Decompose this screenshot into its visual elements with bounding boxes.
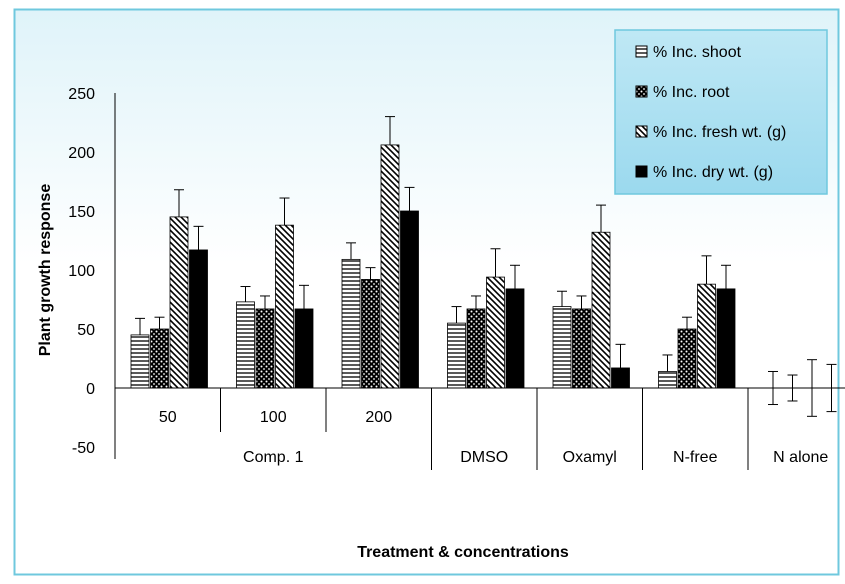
legend-swatch (635, 45, 648, 58)
y-tick-label: 50 (77, 322, 95, 339)
legend-swatch (635, 165, 648, 178)
y-tick-label: -50 (72, 440, 95, 457)
legend-swatch (635, 125, 648, 138)
bar-group (130, 144, 736, 389)
bar (716, 288, 736, 389)
bar (169, 216, 189, 389)
bar (611, 367, 630, 389)
bar (658, 371, 677, 389)
y-axis-label: Plant growth response (37, 184, 54, 357)
bar (466, 308, 486, 389)
y-tick-group: 250 200 150 100 50 0 -50 (68, 86, 116, 459)
bar (505, 288, 525, 389)
bar (361, 279, 380, 389)
bar (380, 144, 400, 389)
bar (400, 210, 419, 389)
y-tick-label: 100 (68, 263, 95, 280)
x-axis-label: Treatment & concentrations (357, 544, 569, 561)
bar (677, 328, 697, 389)
bar (150, 328, 169, 389)
bar (591, 231, 611, 389)
x-tick-label: 50 (159, 409, 177, 426)
x-group-label: DMSO (460, 449, 508, 466)
chart-border (13, 8, 840, 576)
bar (130, 334, 150, 389)
bar (552, 306, 572, 389)
legend-label: % Inc. root (653, 84, 730, 101)
legend-swatch (635, 85, 648, 98)
bar (341, 258, 361, 389)
y-tick-label: 250 (68, 86, 95, 103)
bar (447, 322, 466, 389)
x-group-label: Oxamyl (563, 449, 617, 466)
bar (236, 301, 255, 389)
legend-label: % Inc. dry wt. (g) (653, 164, 773, 181)
x-axis-group: 50 100 200 Comp. 1 DMSO Oxamyl N-free N alone (115, 387, 845, 470)
x-tick-label: 100 (260, 409, 287, 426)
bar (255, 308, 275, 389)
bar (275, 224, 294, 389)
bar (572, 308, 591, 389)
legend: % Inc. shoot % Inc. root % Inc. fresh wt. … (614, 29, 828, 195)
bar (189, 249, 208, 389)
legend-box (614, 29, 828, 195)
x-group-label: Comp. 1 (243, 449, 304, 466)
bar (697, 283, 716, 389)
x-group-label: N-free (673, 449, 718, 466)
legend-label: % Inc. shoot (653, 44, 742, 61)
bar (294, 308, 314, 389)
y-tick-label: 0 (86, 381, 95, 398)
legend-label: % Inc. fresh wt. (g) (653, 124, 786, 141)
x-group-label: N alone (773, 449, 828, 466)
y-tick-label: 150 (68, 204, 95, 221)
y-tick-label: 200 (68, 145, 95, 162)
bar (486, 276, 505, 389)
x-tick-label: 200 (365, 409, 392, 426)
